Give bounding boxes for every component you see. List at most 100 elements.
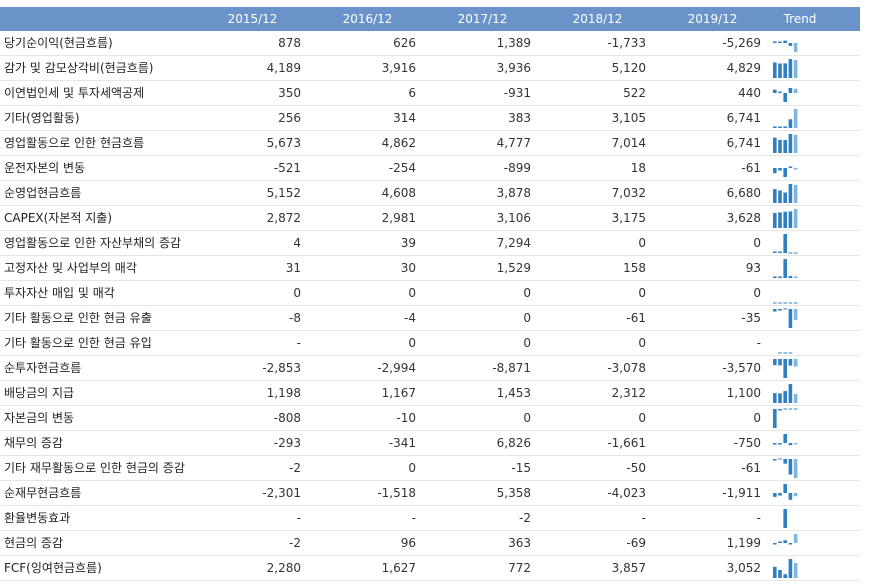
- trend-sparkline: [770, 331, 830, 355]
- row-label: CAPEX(자본적 지출): [4, 211, 113, 225]
- row-value: -: [756, 336, 761, 350]
- table-row: 채무의 증감 -293 -341 6,826 -1,661 -750: [0, 431, 860, 456]
- row-value: 6,741: [726, 136, 761, 150]
- trend-bar: [788, 352, 793, 354]
- trend-bar: [783, 484, 787, 493]
- row-value: 0: [638, 411, 646, 425]
- row-label: 기타 활동으로 인한 현금 유출: [4, 311, 152, 325]
- row-value: -2,994: [377, 361, 416, 375]
- trend-bar: [788, 543, 793, 545]
- row-label: 배당금의 지급: [4, 386, 75, 400]
- trend-bar: [783, 211, 787, 228]
- header-year: 2019/12: [687, 12, 738, 26]
- trend-sparkline: [770, 81, 830, 105]
- trend-sparkline: [770, 456, 830, 480]
- row-value: 0: [523, 286, 531, 300]
- row-value: 1,199: [726, 536, 761, 550]
- trend-bar: [773, 189, 777, 203]
- row-value: -61: [626, 311, 646, 325]
- trend-bar: [788, 443, 793, 446]
- trend-sparkline: [770, 231, 830, 255]
- trend-bar: [788, 252, 793, 254]
- row-value: 3,878: [496, 186, 531, 200]
- row-label: 기타 재무활동으로 인한 현금의 증감: [4, 461, 185, 475]
- table-row: 당기순이익(현금흐름) 878 626 1,389 -1,733 -5,269: [0, 31, 860, 56]
- row-value: 7,014: [611, 136, 646, 150]
- row-value: 6,826: [496, 436, 531, 450]
- row-value: -899: [503, 161, 531, 175]
- row-value: 5,673: [266, 136, 301, 150]
- trend-bar: [788, 43, 793, 46]
- row-value: -4,023: [607, 486, 646, 500]
- trend-bar: [793, 359, 798, 367]
- trend-bar: [788, 87, 793, 93]
- row-value: 158: [623, 261, 646, 275]
- trend-bar: [793, 302, 798, 304]
- row-value: -15: [511, 461, 531, 475]
- row-value: -: [411, 511, 416, 525]
- header-year: 2018/12: [572, 12, 623, 26]
- trend-bar: [778, 139, 782, 153]
- trend-bar: [788, 493, 793, 500]
- row-label: 영업활동으로 인한 현금흐름: [4, 136, 145, 150]
- trend-bar: [783, 352, 787, 354]
- row-value: 0: [753, 236, 761, 250]
- row-label: 기타 활동으로 인한 현금 유입: [4, 336, 152, 350]
- row-value: -8: [289, 311, 301, 325]
- row-value: 878: [278, 36, 301, 50]
- trend-bar: [783, 308, 787, 310]
- row-value: 3,175: [611, 211, 646, 225]
- row-value: -8,871: [492, 361, 531, 375]
- trend-bar: [788, 359, 793, 366]
- row-label: 자본금의 변동: [4, 411, 75, 425]
- row-value: 30: [400, 261, 416, 275]
- header-year: 2017/12: [457, 12, 508, 26]
- trend-bar: [778, 212, 782, 228]
- trend-bar: [793, 562, 798, 578]
- row-value: -254: [388, 161, 416, 175]
- trend-bar: [793, 493, 798, 497]
- row-value: -1,733: [607, 36, 646, 50]
- table-row: 영업활동으로 인한 현금흐름 5,673 4,862 4,777 7,014 6,741: [0, 131, 860, 156]
- row-value: 0: [638, 336, 646, 350]
- row-value: 1,167: [381, 386, 416, 400]
- trend-bar: [793, 60, 798, 78]
- trend-bar: [788, 134, 793, 153]
- row-value: -: [296, 511, 301, 525]
- trend-sparkline: [770, 31, 830, 55]
- trend-bar: [793, 408, 798, 410]
- trend-bar: [783, 192, 787, 203]
- row-label: 기타(영업활동): [4, 111, 80, 125]
- row-value: 0: [293, 286, 301, 300]
- row-value: -35: [741, 311, 761, 325]
- row-value: -1,911: [722, 486, 761, 500]
- row-value: 4,189: [266, 61, 301, 75]
- trend-bar: [788, 59, 793, 78]
- trend-bar: [778, 443, 782, 445]
- trend-bar: [778, 309, 782, 311]
- row-value: -: [641, 511, 646, 525]
- row-value: 350: [278, 86, 301, 100]
- trend-bar: [778, 251, 782, 253]
- row-value: 31: [285, 261, 301, 275]
- row-value: 256: [278, 111, 301, 125]
- row-label: 순투자현금흐름: [4, 361, 82, 375]
- table-row: 현금의 증감 -2 96 363 -69 1,199: [0, 531, 860, 556]
- row-value: 772: [508, 561, 531, 575]
- trend-bar: [783, 40, 787, 43]
- trend-bar: [773, 89, 777, 93]
- trend-bar: [783, 259, 787, 278]
- trend-bar: [788, 211, 793, 228]
- trend-bar: [778, 409, 782, 411]
- trend-sparkline: [770, 531, 830, 555]
- table-row: 이연법인세 및 투자세액공제 350 6 -931 522 440: [0, 81, 860, 106]
- row-value: -2: [289, 536, 301, 550]
- trend-sparkline: [770, 481, 830, 505]
- row-value: -10: [396, 411, 416, 425]
- row-value: 93: [745, 261, 761, 275]
- row-value: -69: [626, 536, 646, 550]
- row-value: 4,829: [726, 61, 761, 75]
- trend-bar: [778, 41, 782, 43]
- row-value: -2,301: [262, 486, 301, 500]
- trend-bar: [788, 302, 793, 304]
